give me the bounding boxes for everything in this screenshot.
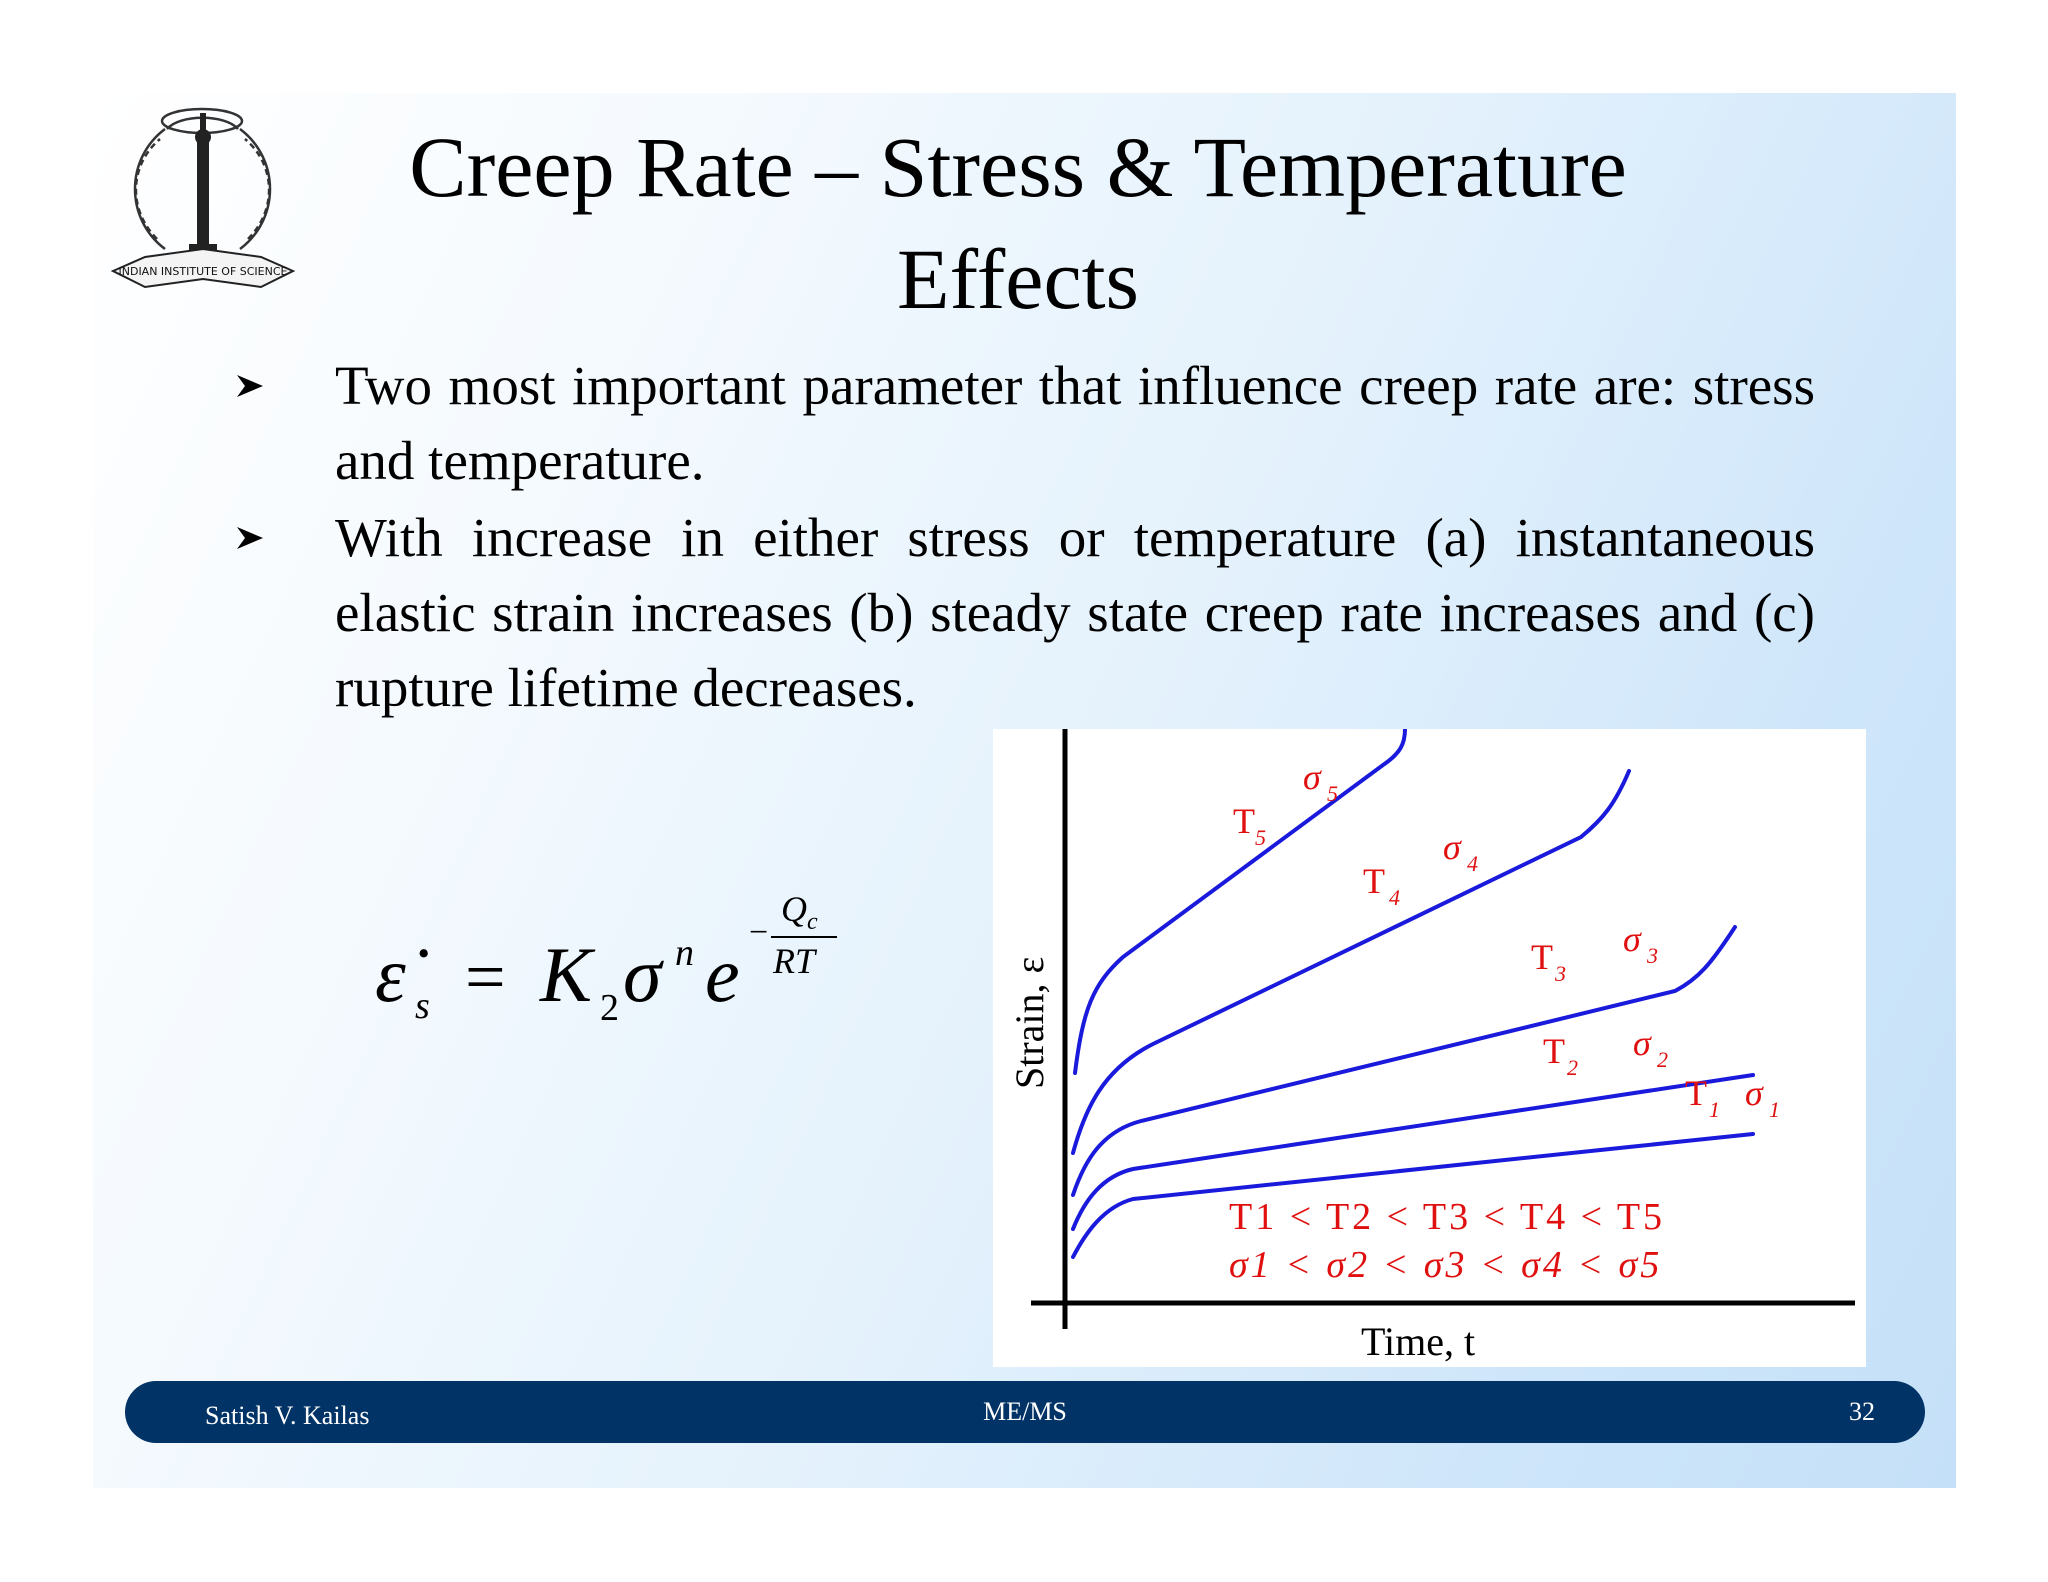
footer-course: ME/MS [983, 1397, 1067, 1426]
formula-sup-n: n [675, 932, 694, 974]
label-t-3: T [1531, 937, 1553, 977]
logo-text: INDIAN INSTITUTE OF SCIENCE [119, 265, 288, 278]
formula-sub-s: s [415, 985, 430, 1027]
formula-rt: RT [772, 941, 818, 981]
title-line-1: Creep Rate – Stress & Temperature [409, 119, 1627, 215]
label-t-1-sub: 1 [1709, 1097, 1720, 1122]
label-sigma-3: σ [1623, 919, 1642, 959]
label-curve-2: σ 2 T 2 [1543, 1023, 1668, 1080]
label-sigma-4-sub: 4 [1467, 851, 1478, 876]
arrow-bullet-icon [237, 375, 263, 397]
label-t-5: T [1233, 801, 1255, 841]
label-sigma-2: σ [1633, 1023, 1652, 1063]
label-sigma-2-sub: 2 [1657, 1047, 1668, 1072]
bullet-item: With increase in either stress or temper… [233, 500, 1815, 725]
arrow-bullet-icon [237, 527, 263, 549]
footer-bar: Satish V. Kailas ME/MS 32 [125, 1381, 1925, 1443]
iisc-logo: INDIAN INSTITUTE OF SCIENCE [110, 107, 296, 289]
label-curve-1: T 1 σ 1 [1685, 1073, 1780, 1122]
curve-1 [1071, 1132, 1755, 1259]
formula-sigma: σ [623, 931, 664, 1018]
label-curve-5: σ 5 T 5 [1233, 757, 1338, 850]
label-t-3-sub: 3 [1554, 961, 1566, 986]
formula-e: e [705, 931, 740, 1018]
formula-minus: − [749, 914, 768, 951]
label-t-4-sub: 4 [1389, 885, 1400, 910]
curve-5 [1073, 729, 1407, 1075]
slide-title: Creep Rate – Stress & Temperature Effect… [293, 111, 1743, 335]
bullet-item: Two most important parameter that influe… [233, 348, 1815, 498]
temperature-relation: T1 < T2 < T3 < T4 < T5 [1229, 1196, 1665, 1238]
label-t-4: T [1363, 861, 1385, 901]
label-curve-4: σ 4 T 4 [1363, 827, 1478, 910]
label-t-1: T [1685, 1073, 1707, 1113]
label-curve-3: σ 3 T 3 [1531, 919, 1658, 986]
label-sigma-4: σ [1443, 827, 1462, 867]
page-number: 32 [1849, 1397, 1875, 1426]
curve-2 [1071, 1073, 1755, 1231]
label-sigma-5: σ [1303, 757, 1322, 797]
bullet-text: Two most important parameter that influe… [335, 355, 1815, 491]
label-t-5-sub: 5 [1255, 825, 1266, 850]
creep-rate-formula: ε̇ s = K 2 σ n e − Q c RT [375, 889, 837, 1029]
bullet-list: Two most important parameter that influe… [233, 348, 1913, 727]
formula-q: Q [781, 889, 807, 929]
creep-curves-graph: Strain, ε Time, t σ 5 T 5 σ 4 T 4 [993, 729, 1866, 1367]
footer-author: Satish V. Kailas [205, 1401, 370, 1430]
label-sigma-1: σ [1745, 1073, 1764, 1113]
curve-3 [1071, 925, 1737, 1197]
stress-relation: σ1 < σ2 < σ3 < σ4 < σ5 [1229, 1244, 1662, 1286]
label-sigma-5-sub: 5 [1327, 781, 1338, 806]
title-line-2: Effects [897, 231, 1139, 327]
bullet-text: With increase in either stress or temper… [335, 507, 1815, 718]
formula-equals: = [465, 937, 506, 1017]
label-sigma-1-sub: 1 [1769, 1097, 1780, 1122]
formula-sub-c: c [807, 909, 818, 935]
label-t-2-sub: 2 [1567, 1055, 1578, 1080]
label-t-2: T [1543, 1031, 1565, 1071]
slide: INDIAN INSTITUTE OF SCIENCE Creep Rate –… [93, 93, 1956, 1488]
y-axis-label: Strain, ε [1007, 957, 1052, 1089]
x-axis-label: Time, t [1361, 1319, 1475, 1364]
curve-4 [1071, 769, 1631, 1155]
label-sigma-3-sub: 3 [1646, 943, 1658, 968]
formula-sub-2: 2 [600, 987, 619, 1029]
formula-k: K [539, 931, 596, 1018]
